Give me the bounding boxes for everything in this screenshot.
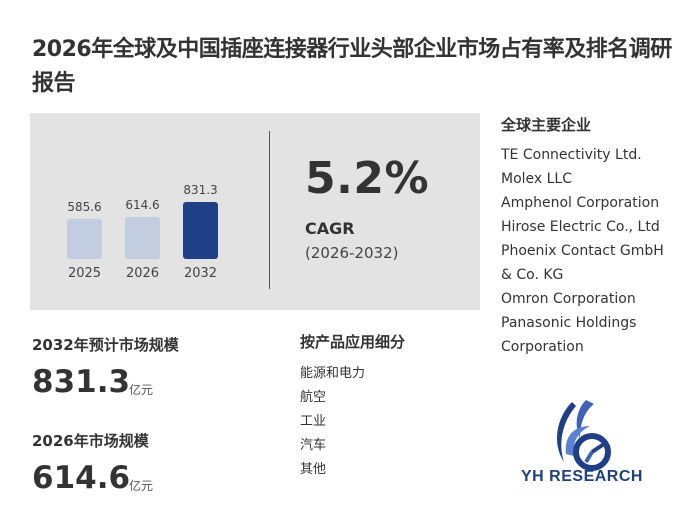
company-item: Amphenol Corporation: [501, 195, 660, 211]
companies-list: TE Connectivity Ltd. Molex LLC Amphenol …: [501, 143, 676, 359]
segments-title: 按产品应用细分: [300, 333, 406, 351]
x-tick-label: 2026: [126, 266, 159, 281]
forecast-size-unit: 亿元: [129, 383, 154, 397]
company-item: Corporation: [501, 339, 584, 355]
yh-research-logo-icon: [557, 400, 611, 471]
current-size-value: 614.6: [32, 460, 131, 496]
bar-2026: [125, 216, 160, 259]
x-tick-label: 2025: [68, 266, 101, 281]
bar-value-label: 585.6: [67, 200, 101, 214]
cagr-label: CAGR: [305, 219, 355, 238]
logo-text: YH RESEARCH: [521, 468, 643, 485]
current-size-label: 2026年市场规模: [32, 432, 149, 450]
company-item: & Co. KG: [501, 267, 564, 283]
forecast-size-value: 831.3: [32, 364, 131, 400]
segment-item: 其他: [300, 462, 327, 477]
page-title: 2026年全球及中国插座连接器行业头部企业市场占有率及排名调研报告: [32, 37, 672, 96]
cagr-period: (2026-2032): [305, 244, 399, 262]
bar-value-label: 831.3: [183, 183, 217, 197]
market-chart-panel: 585.6 2025 614.6 2026 831.3 2032 5.2% CAGR (2…: [30, 113, 480, 310]
segment-item: 航空: [300, 390, 327, 405]
forecast-size-label: 2032年预计市场规模: [32, 336, 179, 354]
bar-value-label: 614.6: [125, 198, 159, 212]
panel-divider: [269, 131, 270, 289]
company-item: Hirose Electric Co., Ltd: [501, 219, 660, 235]
bar-chart: 585.6 2025 614.6 2026 831.3 2032: [67, 183, 218, 281]
segment-item: 工业: [300, 414, 327, 429]
cagr-value: 5.2%: [305, 153, 430, 204]
company-item: Phoenix Contact GmbH: [501, 243, 664, 259]
bar-2025: [67, 218, 102, 259]
company-item: Omron Corporation: [501, 291, 636, 307]
company-item: Panasonic Holdings: [501, 315, 637, 331]
segment-item: 汽车: [300, 438, 327, 453]
bar-2032: [183, 202, 218, 259]
companies-title: 全球主要企业: [501, 116, 592, 134]
x-tick-label: 2032: [184, 266, 217, 281]
company-item: TE Connectivity Ltd.: [501, 147, 642, 163]
segments-list: 能源和电力 航空 工业 汽车 其他: [300, 362, 365, 482]
company-item: Molex LLC: [501, 171, 573, 187]
current-size-unit: 亿元: [129, 479, 154, 493]
segment-item: 能源和电力: [300, 366, 366, 381]
